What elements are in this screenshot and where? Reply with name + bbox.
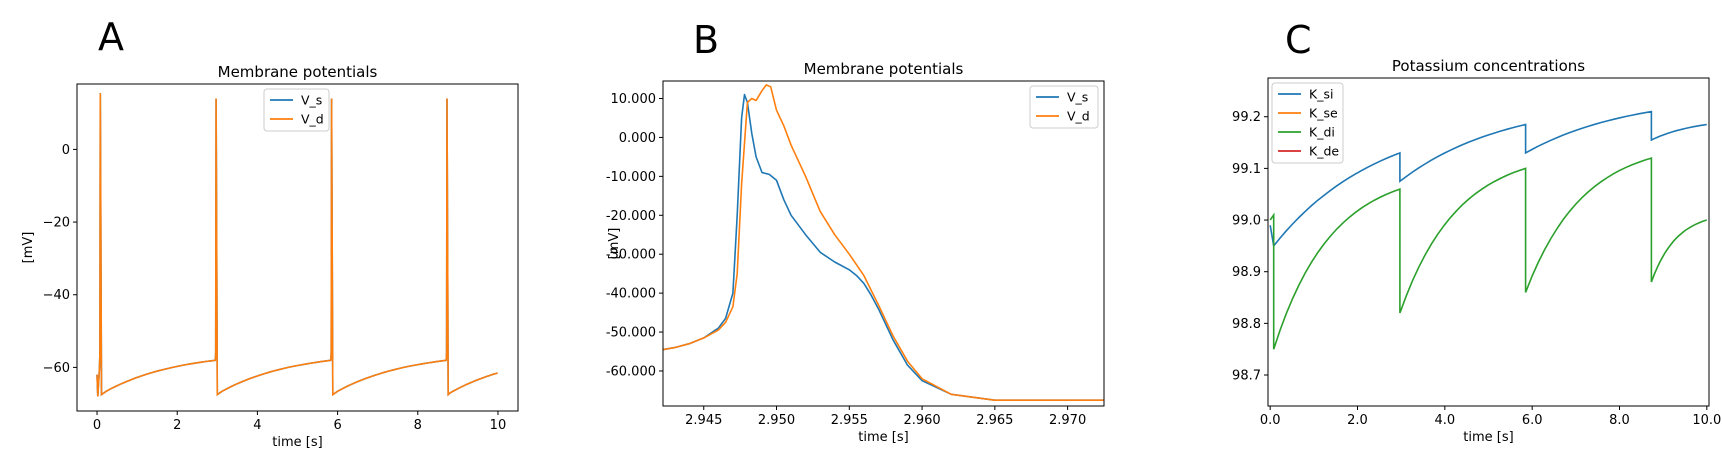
x-tick-label: 2.950 [758,413,795,428]
chart-c-plot-area [1269,110,1708,350]
y-tick-label: 10.000 [611,92,657,107]
x-tick-label: 4 [253,418,261,433]
x-tick-label: 10.0 [1692,413,1721,428]
x-tick-label: 2.0 [1347,413,1368,428]
chart-a-axes-frame [76,83,519,412]
chart-a-x-axis-label: time [s] [272,435,322,449]
y-tick-label: -10.000 [606,170,656,185]
x-tick-label: 2.965 [976,413,1013,428]
y-tick-label: -20.000 [606,209,656,224]
y-tick-label: -40.000 [606,287,656,302]
y-tick-label: 99.1 [1232,162,1261,177]
chart-b-title: Membrane potentials [804,60,964,78]
y-tick-label: 98.9 [1232,265,1261,280]
panel-letter-b: B [693,18,719,62]
series-k-di-line [1269,157,1708,350]
chart-c-title: Potassium concentrations [1392,57,1585,75]
chart-b-x-axis-label: time [s] [858,430,908,445]
series-v-s-line [96,93,498,397]
series-v-d-line [96,93,498,397]
legend-label-v-s: V_s [301,93,322,108]
legend-label-k-se: K_se [1309,106,1338,121]
y-tick-label: 0.000 [619,131,656,146]
y-tick-label: 99.0 [1232,214,1261,229]
panel-letter-c: C [1285,18,1312,62]
series-v-d-line [663,84,1104,401]
chart-c-axes-frame [1267,77,1710,407]
chart-b-axes-frame [662,80,1105,407]
x-tick-label: 2.970 [1049,413,1086,428]
x-tick-label: 6.0 [1522,413,1543,428]
y-tick-label: −20 [43,216,70,231]
chart-c-potassium-concentrations: Potassium concentrations 0.0 2.0 4.0 6.0 8.0 1… [1232,57,1721,445]
x-tick-label: 2.945 [685,413,722,428]
chart-b-plot-area [663,84,1104,401]
chart-c-legend: K_si K_se K_di K_de [1271,82,1344,164]
legend-label-k-de: K_de [1309,144,1339,159]
y-tick-label: 98.8 [1232,317,1261,332]
x-tick-label: 0.0 [1260,413,1281,428]
y-tick-label: 0 [62,143,70,158]
chart-c-x-axis-label: time [s] [1463,430,1513,445]
legend-label-v-d: V_d [1067,109,1090,124]
y-tick-label: -50.000 [606,326,656,341]
chart-a-membrane-potentials: Membrane potentials 0 2 4 6 8 10 0 −20 −40 −60 time… [21,63,519,449]
y-tick-label: −60 [43,361,70,376]
x-tick-label: 8 [414,418,422,433]
legend-label-k-di: K_di [1309,125,1335,140]
legend-frame [1271,82,1344,164]
chart-a-plot-area [96,93,498,397]
x-tick-label: 8.0 [1609,413,1630,428]
y-tick-label: 99.2 [1232,110,1261,125]
chart-a-y-axis-label: [mV] [21,232,36,264]
panel-letter-a: A [98,15,124,59]
series-k-si-line [1269,110,1707,248]
y-tick-label: 98.7 [1232,369,1261,384]
y-tick-label: -60.000 [606,364,656,379]
y-tick-label: -30.000 [606,248,656,263]
y-tick-label: −40 [43,288,70,303]
legend-label-k-si: K_si [1309,87,1333,102]
x-tick-label: 2.955 [831,413,868,428]
chart-b-membrane-potentials-zoom: Membrane potentials 2.945 2.950 2.955 2.960 2… [606,60,1105,445]
x-tick-label: 10 [490,418,507,433]
x-tick-label: 2.960 [903,413,940,428]
x-tick-label: 6 [333,418,341,433]
x-tick-label: 4.0 [1434,413,1455,428]
chart-b-legend: V_s V_d [1029,85,1099,129]
series-v-s-line [663,93,1104,401]
chart-a-title: Membrane potentials [218,63,378,81]
chart-b-y-axis-label: [mV] [607,228,622,260]
chart-a-legend: V_s V_d [263,88,330,132]
legend-label-v-d: V_d [301,112,324,127]
legend-label-v-s: V_s [1067,90,1088,105]
x-tick-label: 0 [93,418,101,433]
x-tick-label: 2 [173,418,181,433]
